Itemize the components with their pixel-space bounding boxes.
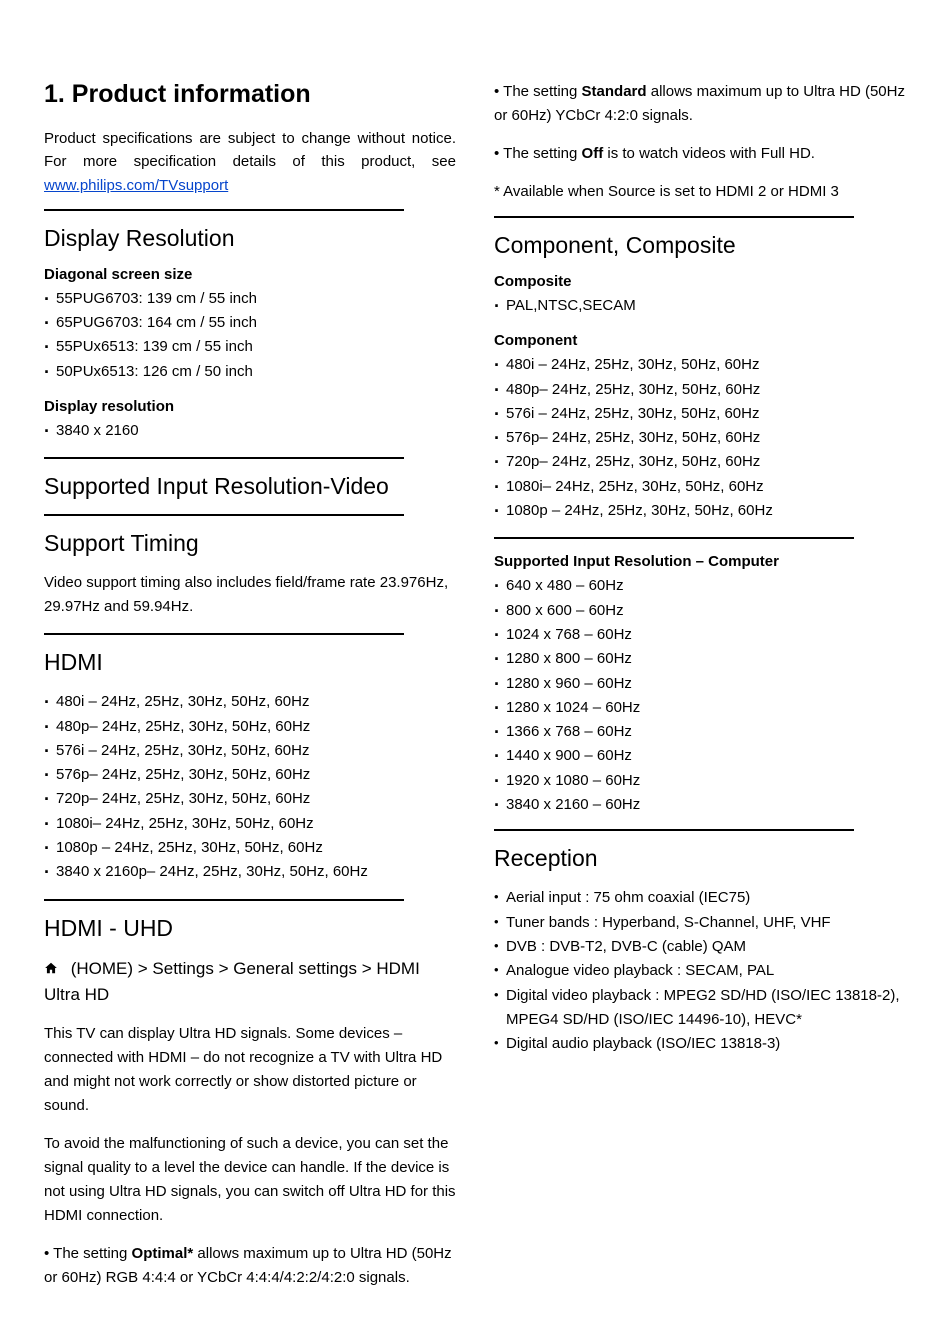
list-item: 480i – 24Hz, 25Hz, 30Hz, 50Hz, 60Hz [44,690,456,714]
list-item: 1920 x 1080 – 60Hz [494,769,906,793]
list-item: 1280 x 960 – 60Hz [494,672,906,696]
hdmi-list: 480i – 24Hz, 25Hz, 30Hz, 50Hz, 60Hz480p–… [44,690,456,884]
list-item: 576p– 24Hz, 25Hz, 30Hz, 50Hz, 60Hz [494,426,906,450]
off-bold: Off [582,145,604,162]
divider [44,514,404,516]
divider [494,537,854,539]
divider [44,899,404,901]
list-item: 1366 x 768 – 60Hz [494,720,906,744]
optimal-pre: The setting [53,1245,131,1262]
list-item: 1080p – 24Hz, 25Hz, 30Hz, 50Hz, 60Hz [494,499,906,523]
setting-standard: • The setting Standard allows maximum up… [494,80,906,128]
list-item: 1280 x 1024 – 60Hz [494,696,906,720]
display-res-list: 3840 x 2160 [44,419,456,443]
list-item: 3840 x 2160p– 24Hz, 25Hz, 30Hz, 50Hz, 60… [44,860,456,884]
component-composite-heading: Component, Composite [494,232,906,259]
hdmi-uhd-note: * Available when Source is set to HDMI 2… [494,180,906,204]
support-timing-heading: Support Timing [44,530,456,557]
list-item: 3840 x 2160 [44,419,456,443]
intro-text: Product specifications are subject to ch… [44,130,456,170]
list-item: Digital video playback : MPEG2 SD/HD (IS… [494,984,906,1033]
divider [44,457,404,459]
component-list: 480i – 24Hz, 25Hz, 30Hz, 50Hz, 60Hz480p–… [494,353,906,523]
standard-pre: The setting [503,83,581,100]
list-item: 1024 x 768 – 60Hz [494,623,906,647]
list-item: 480p– 24Hz, 25Hz, 30Hz, 50Hz, 60Hz [44,715,456,739]
list-item: 576i – 24Hz, 25Hz, 30Hz, 50Hz, 60Hz [44,739,456,763]
list-item: PAL,NTSC,SECAM [494,294,906,318]
list-item: 720p– 24Hz, 25Hz, 30Hz, 50Hz, 60Hz [44,787,456,811]
list-item: 1080i– 24Hz, 25Hz, 30Hz, 50Hz, 60Hz [494,475,906,499]
list-item: 480p– 24Hz, 25Hz, 30Hz, 50Hz, 60Hz [494,378,906,402]
diagonal-size-subheading: Diagonal screen size [44,266,456,283]
standard-bold: Standard [582,83,647,100]
list-item: 576p– 24Hz, 25Hz, 30Hz, 50Hz, 60Hz [44,763,456,787]
settings-breadcrumb: (HOME) > Settings > General settings > H… [44,956,456,1008]
composite-subheading: Composite [494,273,906,290]
divider [44,633,404,635]
list-item: 720p– 24Hz, 25Hz, 30Hz, 50Hz, 60Hz [494,450,906,474]
diagonal-size-list: 55PUG6703: 139 cm / 55 inch65PUG6703: 16… [44,287,456,384]
support-link[interactable]: www.philips.com/TVsupport [44,177,228,194]
divider [494,829,854,831]
list-item: Aerial input : 75 ohm coaxial (IEC75) [494,886,906,910]
list-item: 1080p – 24Hz, 25Hz, 30Hz, 50Hz, 60Hz [44,836,456,860]
page: 1. Product information Product specifica… [0,0,950,1344]
hdmi-uhd-heading: HDMI - UHD [44,915,456,942]
list-item: 1080i– 24Hz, 25Hz, 30Hz, 50Hz, 60Hz [44,812,456,836]
list-item: 1440 x 900 – 60Hz [494,744,906,768]
list-item: Digital audio playback (ISO/IEC 13818-3) [494,1032,906,1056]
setting-optimal: • The setting Optimal* allows maximum up… [44,1242,456,1290]
component-subheading: Component [494,332,906,349]
reception-list: Aerial input : 75 ohm coaxial (IEC75)Tun… [494,886,906,1056]
computer-list: 640 x 480 – 60Hz800 x 600 – 60Hz1024 x 7… [494,574,906,817]
optimal-bold: Optimal* [132,1245,194,1262]
display-res-subheading: Display resolution [44,398,456,415]
list-item: Tuner bands : Hyperband, S-Channel, UHF,… [494,911,906,935]
list-item: 3840 x 2160 – 60Hz [494,793,906,817]
list-item: 480i – 24Hz, 25Hz, 30Hz, 50Hz, 60Hz [494,353,906,377]
setting-off: • The setting Off is to watch videos wit… [494,142,906,166]
list-item: Analogue video playback : SECAM, PAL [494,959,906,983]
display-resolution-heading: Display Resolution [44,225,456,252]
page-title: 1. Product information [44,80,456,109]
hdmi-uhd-p2: To avoid the malfunctioning of such a de… [44,1132,456,1228]
supported-input-video-heading: Supported Input Resolution-Video [44,473,456,500]
list-item: 640 x 480 – 60Hz [494,574,906,598]
list-item: 576i – 24Hz, 25Hz, 30Hz, 50Hz, 60Hz [494,402,906,426]
support-timing-text: Video support timing also includes field… [44,571,456,619]
intro-paragraph: Product specifications are subject to ch… [44,127,456,197]
hdmi-uhd-p1: This TV can display Ultra HD signals. So… [44,1022,456,1118]
reception-heading: Reception [494,845,906,872]
home-icon [44,957,58,983]
off-post: is to watch videos with Full HD. [603,145,815,162]
list-item: 1280 x 800 – 60Hz [494,647,906,671]
list-item: 55PUx6513: 139 cm / 55 inch [44,335,456,359]
list-item: 65PUG6703: 164 cm / 55 inch [44,311,456,335]
list-item: DVB : DVB-T2, DVB-C (cable) QAM [494,935,906,959]
breadcrumb-text: (HOME) > Settings > General settings > H… [44,959,420,1005]
list-item: 50PUx6513: 126 cm / 50 inch [44,360,456,384]
list-item: 800 x 600 – 60Hz [494,599,906,623]
divider [44,209,404,211]
computer-subheading: Supported Input Resolution – Computer [494,553,906,570]
divider [494,216,854,218]
hdmi-heading: HDMI [44,649,456,676]
composite-list: PAL,NTSC,SECAM [494,294,906,318]
off-pre: The setting [503,145,581,162]
list-item: 55PUG6703: 139 cm / 55 inch [44,287,456,311]
